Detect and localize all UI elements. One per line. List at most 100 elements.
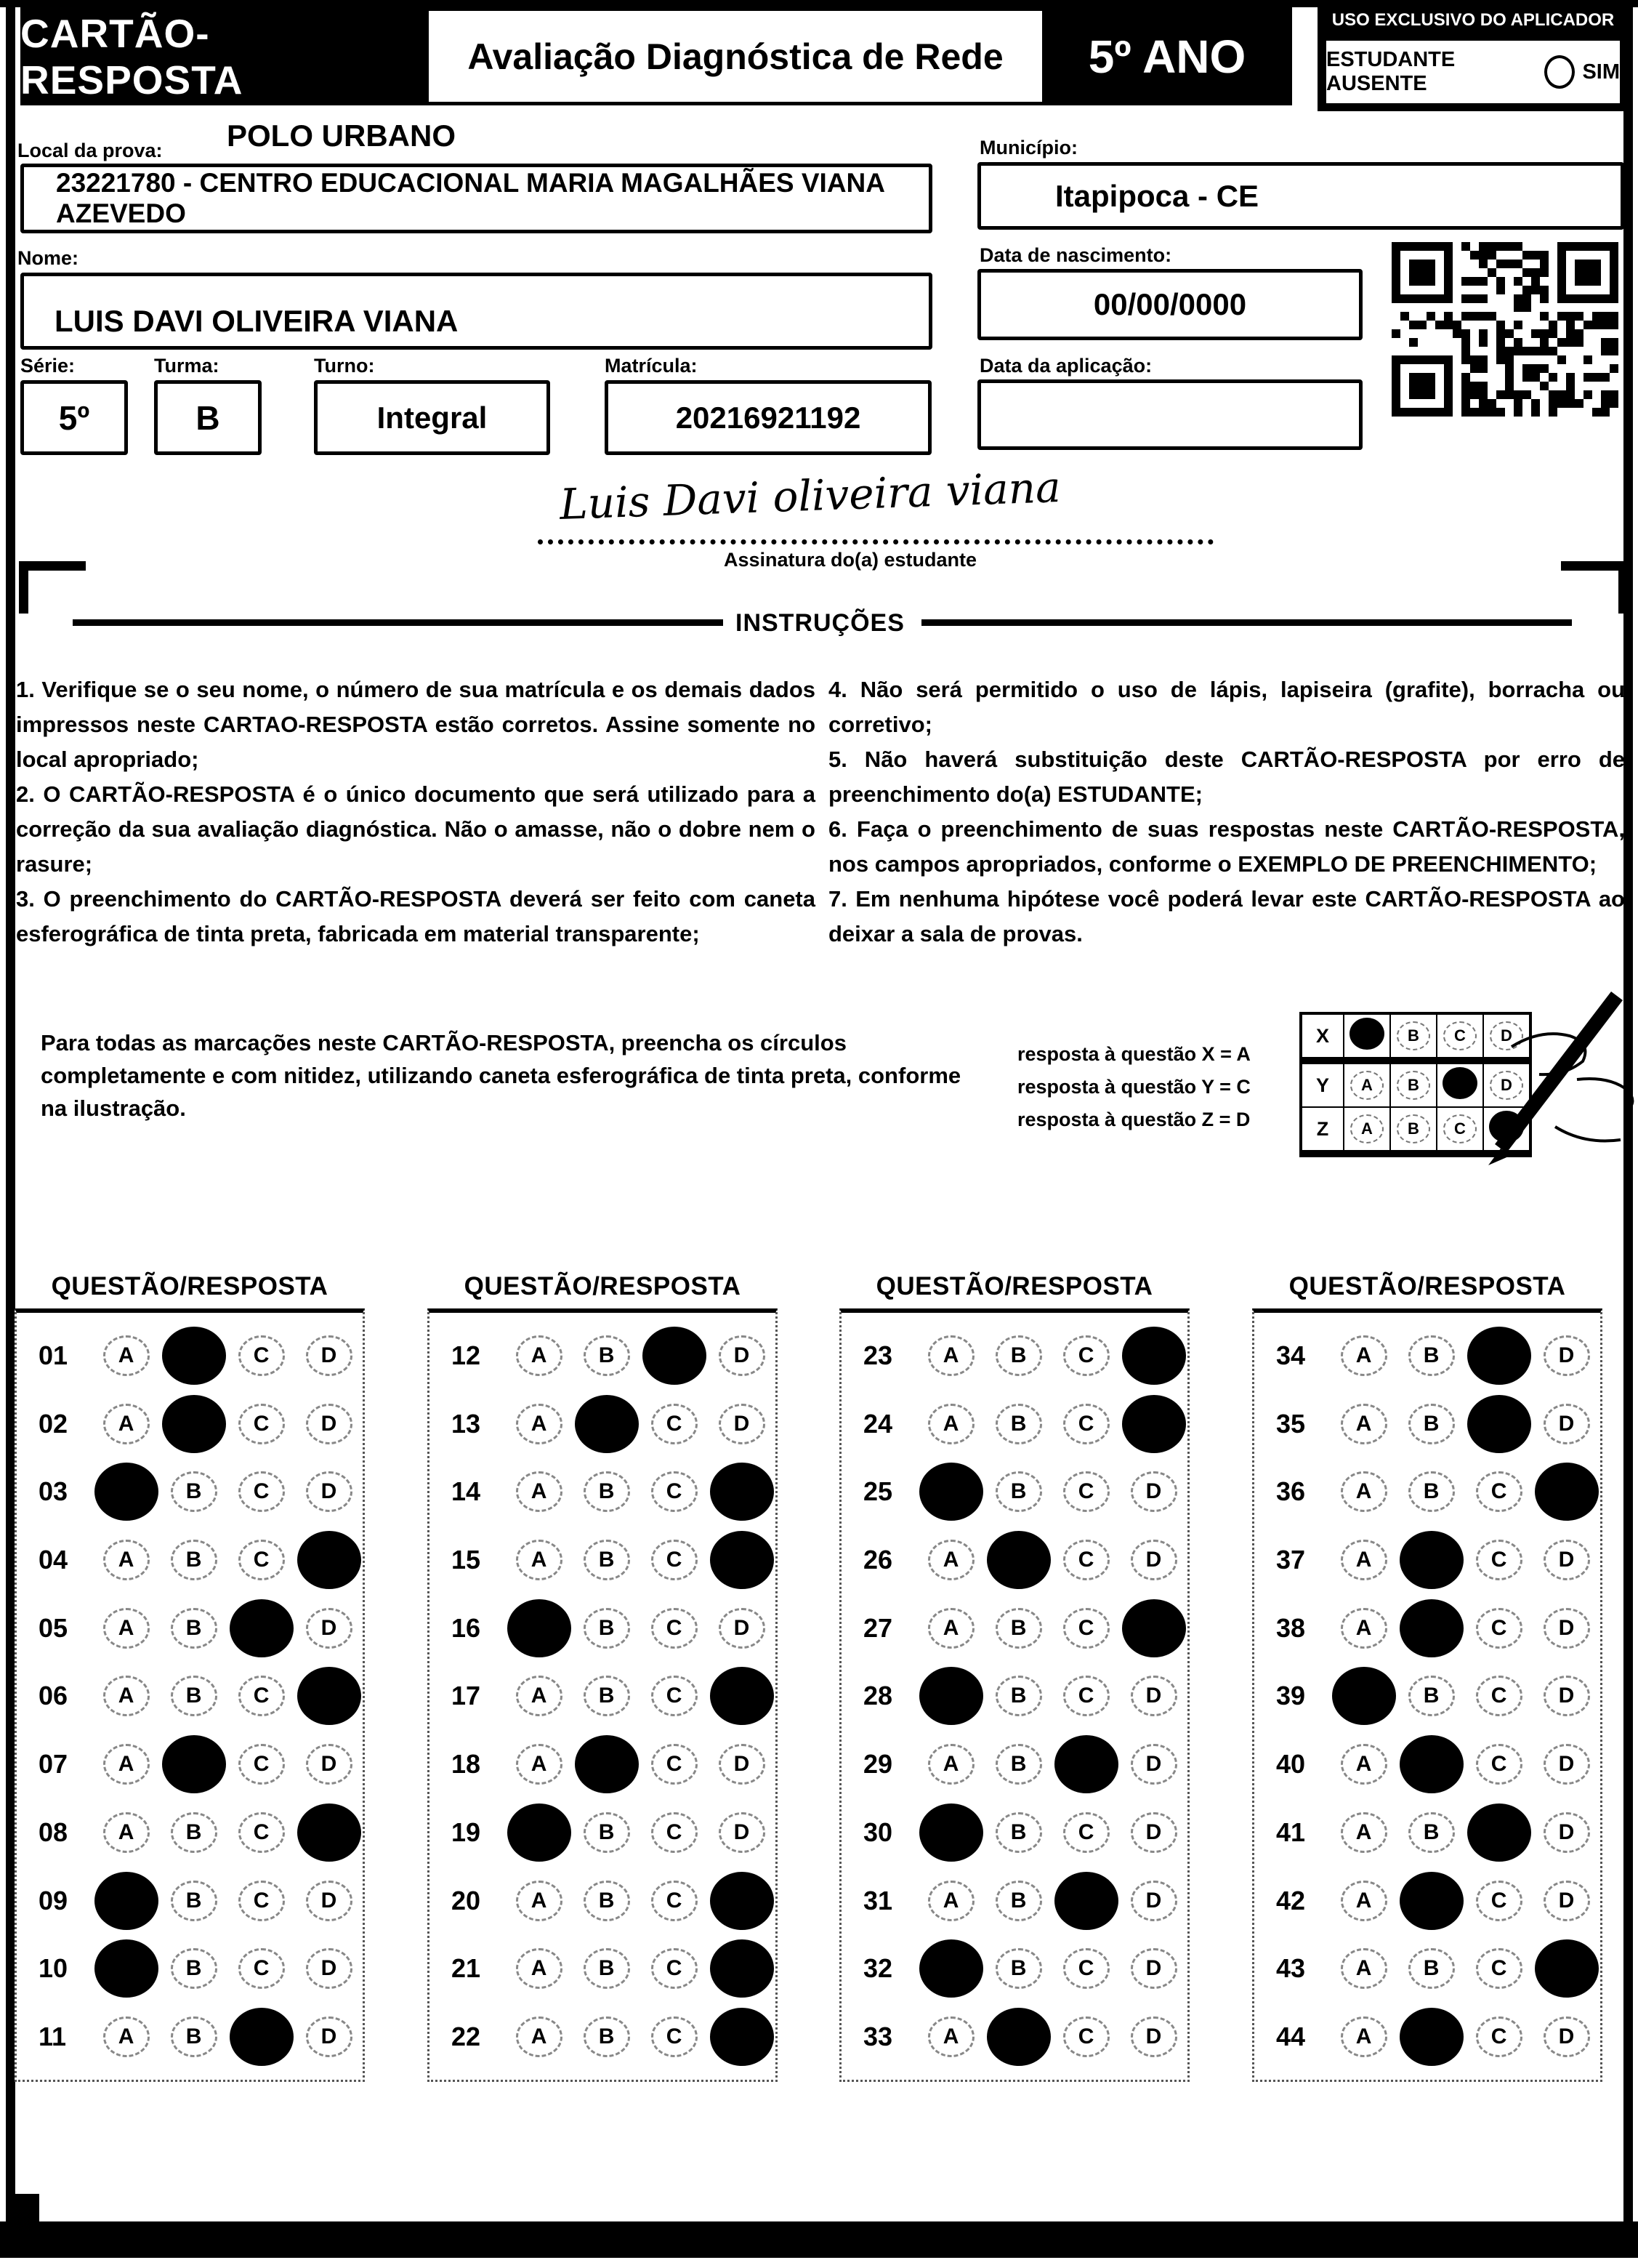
- answer-bubble[interactable]: A: [515, 1880, 562, 1921]
- answer-bubble-filled[interactable]: [1331, 1667, 1396, 1726]
- answer-bubble-filled[interactable]: [919, 1667, 983, 1726]
- answer-bubble[interactable]: C: [238, 1948, 285, 1990]
- answer-bubble-filled[interactable]: [507, 1803, 571, 1862]
- answer-bubble-filled[interactable]: [296, 1531, 361, 1590]
- answer-bubble[interactable]: D: [1130, 1676, 1177, 1717]
- answer-bubble[interactable]: A: [102, 1403, 150, 1444]
- answer-bubble[interactable]: B: [995, 1744, 1042, 1785]
- answer-bubble[interactable]: B: [1408, 1948, 1455, 1990]
- answer-bubble[interactable]: A: [927, 1880, 975, 1921]
- answer-bubble[interactable]: B: [995, 1471, 1042, 1513]
- answer-bubble[interactable]: A: [1340, 2016, 1387, 2058]
- answer-bubble[interactable]: B: [1408, 1403, 1455, 1444]
- answer-bubble[interactable]: D: [1543, 1880, 1590, 1921]
- answer-bubble[interactable]: B: [995, 1403, 1042, 1444]
- answer-bubble[interactable]: A: [102, 1744, 150, 1785]
- answer-bubble[interactable]: A: [515, 1335, 562, 1376]
- answer-bubble-filled[interactable]: [1399, 1871, 1464, 1930]
- answer-bubble-filled[interactable]: [574, 1394, 639, 1453]
- answer-bubble[interactable]: C: [238, 1676, 285, 1717]
- answer-bubble[interactable]: C: [1475, 1744, 1522, 1785]
- answer-bubble-filled[interactable]: [296, 1803, 361, 1862]
- answer-bubble[interactable]: C: [1062, 1811, 1110, 1853]
- answer-bubble[interactable]: A: [1340, 1471, 1387, 1513]
- answer-bubble[interactable]: A: [515, 1676, 562, 1717]
- answer-bubble[interactable]: D: [1543, 1335, 1590, 1376]
- answer-bubble[interactable]: B: [583, 1335, 630, 1376]
- answer-bubble[interactable]: A: [927, 2016, 975, 2058]
- answer-bubble-filled[interactable]: [1121, 1394, 1186, 1453]
- answer-bubble-filled[interactable]: [1121, 1599, 1186, 1657]
- answer-bubble[interactable]: C: [1062, 1335, 1110, 1376]
- answer-bubble-filled[interactable]: [709, 1531, 774, 1590]
- answer-bubble[interactable]: C: [650, 1540, 698, 1581]
- answer-bubble[interactable]: C: [650, 1676, 698, 1717]
- answer-bubble[interactable]: D: [1130, 1540, 1177, 1581]
- answer-bubble[interactable]: B: [583, 1811, 630, 1853]
- answer-bubble[interactable]: A: [1340, 1335, 1387, 1376]
- answer-bubble-filled[interactable]: [1466, 1394, 1531, 1453]
- answer-bubble[interactable]: D: [305, 1607, 352, 1649]
- answer-bubble[interactable]: D: [1543, 1403, 1590, 1444]
- answer-bubble[interactable]: A: [1340, 1744, 1387, 1785]
- answer-bubble-filled[interactable]: [1054, 1735, 1118, 1794]
- answer-bubble-filled[interactable]: [161, 1326, 226, 1385]
- answer-bubble[interactable]: B: [995, 1335, 1042, 1376]
- answer-bubble-filled[interactable]: [709, 1939, 774, 1998]
- answer-bubble[interactable]: C: [650, 1880, 698, 1921]
- answer-bubble-filled[interactable]: [919, 1939, 983, 1998]
- answer-bubble[interactable]: B: [170, 1471, 217, 1513]
- answer-bubble-filled[interactable]: [296, 1667, 361, 1726]
- answer-bubble[interactable]: C: [650, 1811, 698, 1853]
- answer-bubble[interactable]: D: [718, 1607, 765, 1649]
- answer-bubble[interactable]: C: [1062, 1403, 1110, 1444]
- answer-bubble[interactable]: B: [170, 1880, 217, 1921]
- answer-bubble[interactable]: C: [1475, 1471, 1522, 1513]
- answer-bubble[interactable]: A: [515, 1540, 562, 1581]
- answer-bubble-filled[interactable]: [919, 1463, 983, 1521]
- answer-bubble[interactable]: C: [1475, 1607, 1522, 1649]
- answer-bubble[interactable]: A: [515, 1403, 562, 1444]
- answer-bubble-filled[interactable]: [94, 1939, 158, 1998]
- answer-bubble[interactable]: C: [1062, 1540, 1110, 1581]
- answer-bubble[interactable]: B: [170, 1948, 217, 1990]
- answer-bubble[interactable]: C: [1475, 2016, 1522, 2058]
- answer-bubble-filled[interactable]: [1466, 1803, 1531, 1862]
- answer-bubble[interactable]: A: [927, 1744, 975, 1785]
- answer-bubble[interactable]: B: [583, 1540, 630, 1581]
- answer-bubble-filled[interactable]: [919, 1803, 983, 1862]
- answer-bubble[interactable]: B: [583, 1948, 630, 1990]
- answer-bubble[interactable]: D: [718, 1403, 765, 1444]
- answer-bubble[interactable]: B: [1408, 1676, 1455, 1717]
- answer-bubble[interactable]: D: [1130, 1880, 1177, 1921]
- answer-bubble[interactable]: B: [1408, 1335, 1455, 1376]
- answer-bubble-filled[interactable]: [709, 1463, 774, 1521]
- answer-bubble[interactable]: A: [102, 1811, 150, 1853]
- answer-bubble[interactable]: A: [1340, 1403, 1387, 1444]
- answer-bubble-filled[interactable]: [94, 1871, 158, 1930]
- answer-bubble[interactable]: B: [583, 1607, 630, 1649]
- answer-bubble-filled[interactable]: [1466, 1326, 1531, 1385]
- answer-bubble-filled[interactable]: [507, 1599, 571, 1657]
- answer-bubble[interactable]: C: [1062, 1948, 1110, 1990]
- answer-bubble-filled[interactable]: [1399, 1735, 1464, 1794]
- answer-bubble-filled[interactable]: [1399, 2008, 1464, 2067]
- answer-bubble-filled[interactable]: [161, 1735, 226, 1794]
- answer-bubble[interactable]: A: [1340, 1607, 1387, 1649]
- answer-bubble[interactable]: A: [1340, 1948, 1387, 1990]
- answer-bubble[interactable]: A: [927, 1540, 975, 1581]
- answer-bubble-filled[interactable]: [94, 1463, 158, 1521]
- answer-bubble[interactable]: A: [515, 1948, 562, 1990]
- answer-bubble[interactable]: C: [650, 1744, 698, 1785]
- answer-bubble[interactable]: C: [1062, 1607, 1110, 1649]
- answer-bubble[interactable]: B: [583, 1880, 630, 1921]
- aplicacao-field[interactable]: [977, 379, 1363, 450]
- answer-bubble[interactable]: B: [170, 1540, 217, 1581]
- answer-bubble[interactable]: B: [1408, 1471, 1455, 1513]
- answer-bubble[interactable]: C: [650, 1948, 698, 1990]
- answer-bubble[interactable]: D: [1543, 1607, 1590, 1649]
- answer-bubble[interactable]: C: [1475, 1676, 1522, 1717]
- answer-bubble[interactable]: D: [1543, 1540, 1590, 1581]
- answer-bubble[interactable]: A: [102, 1676, 150, 1717]
- answer-bubble[interactable]: C: [238, 1403, 285, 1444]
